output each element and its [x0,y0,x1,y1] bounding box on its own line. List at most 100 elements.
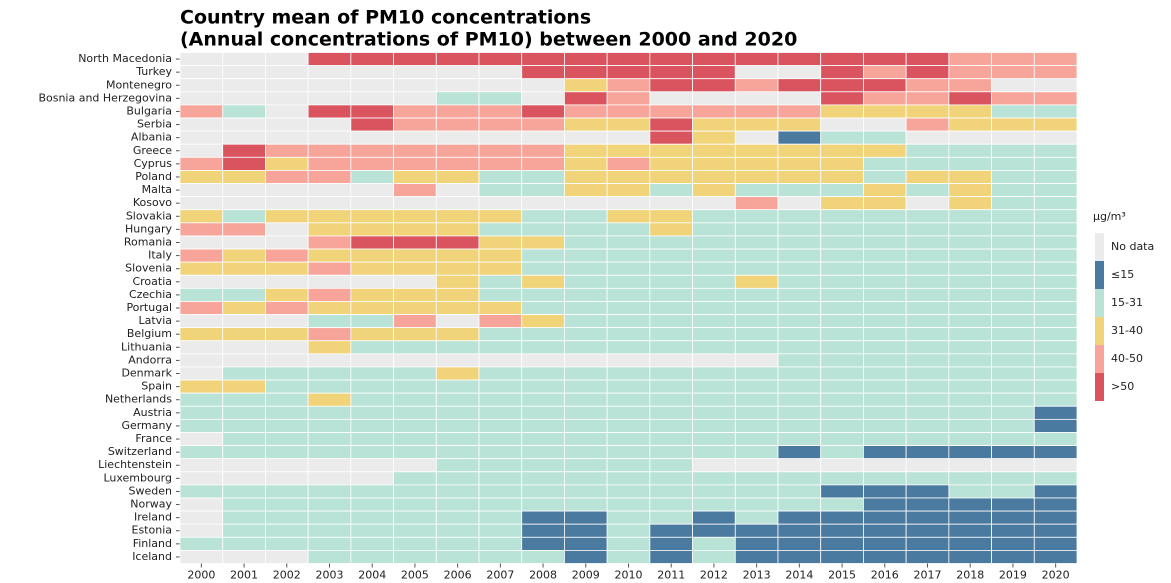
heat-cell [179,209,224,224]
heat-cell [734,510,779,525]
heat-cell [863,156,907,171]
heat-cell [606,91,651,106]
heat-cell [734,445,779,460]
heat-cell [435,458,480,473]
heat-cell [777,510,822,525]
heat-cell [863,209,907,224]
heat-cell [734,156,779,171]
y-tick-label: Liechtenstein [98,458,172,471]
heat-cell [991,117,1035,132]
heat-cell [991,549,1035,564]
legend-label: 31-40 [1111,324,1143,337]
heat-cell [265,104,309,119]
heat-cell [991,222,1035,237]
heat-cell [606,327,651,342]
heat-cell [606,353,651,368]
heat-cell [905,78,950,93]
heat-cell [307,91,352,106]
heat-cell [948,52,992,67]
legend-swatch [1095,317,1104,345]
heat-cell [222,379,266,394]
heat-cell [393,65,437,80]
heat-cell [905,366,950,381]
heat-cell [478,392,523,407]
heat-cell [265,405,309,420]
y-tick-label: Slovakia [126,209,172,222]
heat-cell [692,196,736,211]
heat-cell [692,156,736,171]
heat-cell [649,366,693,381]
heat-cell [948,104,992,119]
heat-cell [734,235,779,250]
x-tick-label: 2001 [230,569,258,582]
heat-cell [649,156,693,171]
y-tick-label: Portugal [126,301,172,314]
heat-cell [350,484,394,499]
heat-cell [820,170,864,184]
heat-cell [564,353,608,368]
heat-cell [564,130,608,145]
heat-cell [307,130,352,145]
x-tick-label: 2010 [615,569,643,582]
heat-cell [179,405,224,420]
heat-cell [991,65,1035,80]
x-tick-label: 2019 [999,569,1027,582]
heat-cell [649,222,693,237]
heat-cell [521,471,565,486]
heat-cell [820,130,864,145]
heat-cell [307,183,352,198]
heat-cell [393,536,437,551]
heat-cell [905,104,950,119]
heat-cell [350,536,394,551]
heat-cell [435,314,480,329]
heat-cell [435,287,480,302]
y-tick-label: Luxembourg [103,471,172,484]
heat-cell [435,523,480,538]
heat-cell [820,222,864,237]
heat-cell [905,458,950,473]
heat-cell [350,497,394,512]
heat-cell [649,117,693,132]
y-tick-label: Lithuania [121,340,172,353]
heat-cell [734,418,779,433]
heat-cell [606,510,651,525]
heat-cell [564,261,608,276]
heat-cell [564,143,608,158]
heat-cell [350,405,394,420]
y-tick-label: Belgium [127,327,172,340]
heat-cell [435,353,480,368]
heat-cell [307,458,352,473]
heat-cell [478,170,523,184]
heat-cell [350,143,394,158]
heat-cell [606,65,651,80]
heat-cell [222,484,266,499]
heat-cell [1033,549,1078,564]
heat-cell [991,261,1035,276]
heat-cell [307,248,352,263]
heat-cell [265,445,309,460]
y-tick-label: Finland [133,537,172,550]
heat-cell [564,471,608,486]
heat-cell [1033,130,1078,145]
heat-cell [478,536,523,551]
legend-label: >50 [1111,380,1134,393]
heat-cell [307,156,352,171]
heat-cell [734,432,779,446]
heat-cell [521,392,565,407]
heat-cell [820,261,864,276]
heat-cell [905,91,950,106]
heat-cell [265,301,309,315]
heat-cell [478,301,523,315]
heat-cell [521,117,565,132]
heat-cell [222,261,266,276]
heat-cell [265,353,309,368]
heat-cell [777,523,822,538]
y-tick-label: Netherlands [105,393,172,406]
heat-cell [307,143,352,158]
legend-label: 15-31 [1111,296,1143,309]
heat-cell [350,327,394,342]
y-tick-label: Norway [130,498,172,511]
heat-cell [1033,301,1078,315]
heat-cell [734,471,779,486]
heat-cell [649,549,693,564]
